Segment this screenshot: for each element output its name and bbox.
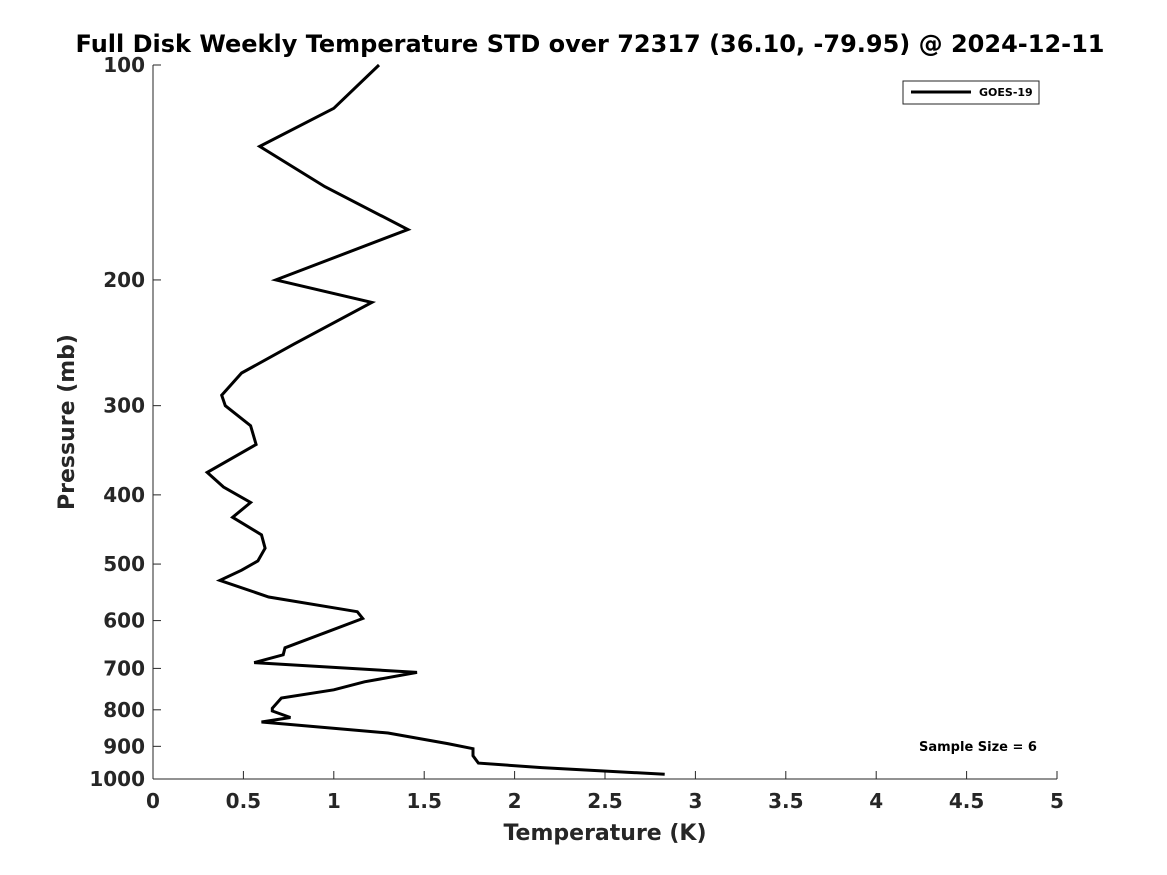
y-tick-label: 400 [103, 483, 145, 507]
y-axis-label: Pressure (mb) [55, 334, 80, 510]
y-tick-label: 1000 [89, 767, 145, 791]
y-tick-label: 500 [103, 552, 145, 576]
y-tick-label: 600 [103, 609, 145, 633]
y-axis-ticks: 100 200 300 400 500 600 700 800 900 1000 [89, 53, 161, 791]
x-tick-label: 0.5 [226, 789, 261, 813]
x-tick-label: 4.5 [949, 789, 984, 813]
y-tick-label: 200 [103, 268, 145, 292]
sample-size-annotation: Sample Size = 6 [919, 740, 1037, 755]
y-tick-label: 100 [103, 53, 145, 77]
y-tick-label: 900 [103, 734, 145, 758]
x-tick-label: 1 [327, 789, 341, 813]
x-tick-label: 3 [688, 789, 702, 813]
x-tick-label: 2 [508, 789, 522, 813]
x-tick-label: 5 [1050, 789, 1064, 813]
x-tick-label: 3.5 [768, 789, 803, 813]
x-tick-label: 2.5 [587, 789, 622, 813]
series-layer [204, 63, 665, 776]
x-axis-ticks: 0 0.5 1 1.5 2 2.5 3 3.5 4 4.5 5 [146, 771, 1064, 813]
series-line [204, 63, 665, 776]
y-tick-label: 300 [103, 394, 145, 418]
y-tick-label: 700 [103, 656, 145, 680]
legend: GOES-19 [902, 80, 1040, 105]
x-tick-label: 4 [869, 789, 883, 813]
chart-title: Full Disk Weekly Temperature STD over 72… [76, 30, 1105, 58]
y-tick-label: 800 [103, 698, 145, 722]
x-tick-label: 1.5 [406, 789, 441, 813]
x-axis-label: Temperature (K) [503, 821, 706, 846]
legend-label: GOES-19 [979, 86, 1033, 99]
x-tick-label: 0 [146, 789, 160, 813]
